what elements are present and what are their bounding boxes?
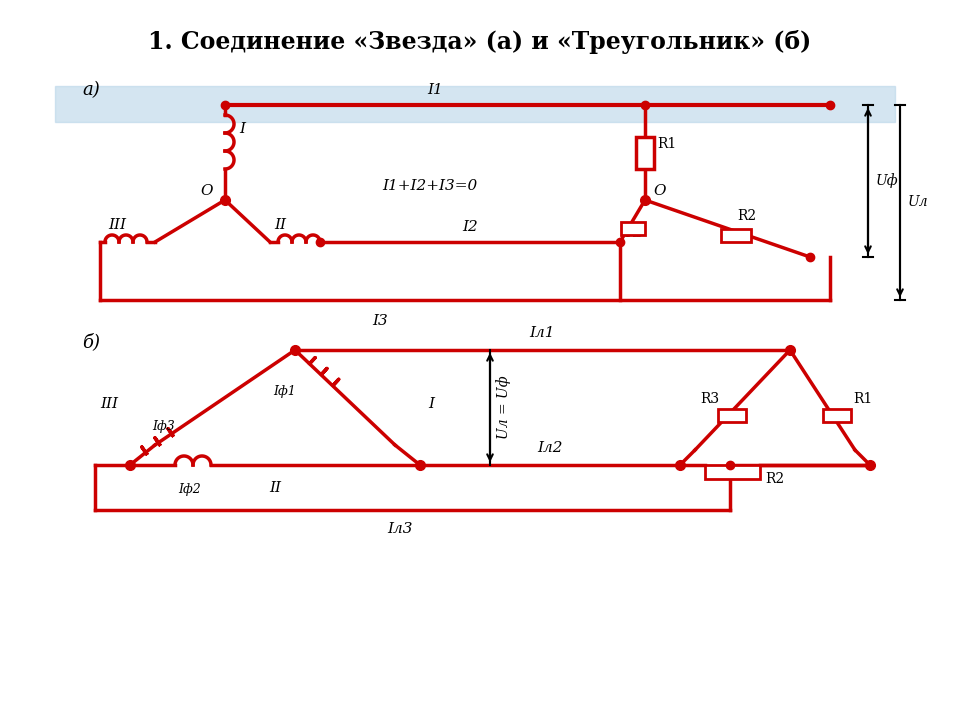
Text: R1: R1 <box>657 137 676 150</box>
Text: I1: I1 <box>427 83 443 97</box>
Text: а): а) <box>82 81 100 99</box>
Text: Iл2: Iл2 <box>538 441 563 455</box>
Text: R2: R2 <box>765 472 784 486</box>
Text: Iф1: Iф1 <box>274 385 297 398</box>
Text: I2: I2 <box>462 220 478 234</box>
Text: I: I <box>239 122 245 136</box>
Text: O: O <box>201 184 213 198</box>
Text: R2: R2 <box>737 210 756 223</box>
Text: R3: R3 <box>700 392 719 406</box>
Text: I: I <box>428 397 434 411</box>
Text: III: III <box>108 218 126 232</box>
Text: Uл = Uф: Uл = Uф <box>496 376 511 439</box>
Text: б): б) <box>82 333 100 351</box>
Text: II: II <box>274 218 286 232</box>
Bar <box>620 222 644 235</box>
Text: I3: I3 <box>372 314 388 328</box>
Text: Iл1: Iл1 <box>529 326 555 340</box>
Text: Iф2: Iф2 <box>178 483 201 496</box>
Bar <box>721 229 751 242</box>
Bar <box>705 465 760 479</box>
Text: O: O <box>653 184 665 198</box>
Text: I1+I2+I3=0: I1+I2+I3=0 <box>382 179 478 193</box>
Bar <box>718 408 746 421</box>
Bar <box>823 408 851 421</box>
Text: 1. Соединение «Звезда» (а) и «Треугольник» (б): 1. Соединение «Звезда» (а) и «Треугольни… <box>149 30 811 54</box>
Text: Uф: Uф <box>876 174 899 189</box>
Bar <box>636 137 654 168</box>
Text: III: III <box>100 397 118 411</box>
Bar <box>55 86 895 122</box>
Text: R1: R1 <box>853 392 873 406</box>
Text: II: II <box>269 481 281 495</box>
Text: Iл3: Iл3 <box>387 522 413 536</box>
Text: Iф3: Iф3 <box>152 420 175 433</box>
Text: Uл: Uл <box>908 196 928 210</box>
Text: R3: R3 <box>625 226 643 240</box>
